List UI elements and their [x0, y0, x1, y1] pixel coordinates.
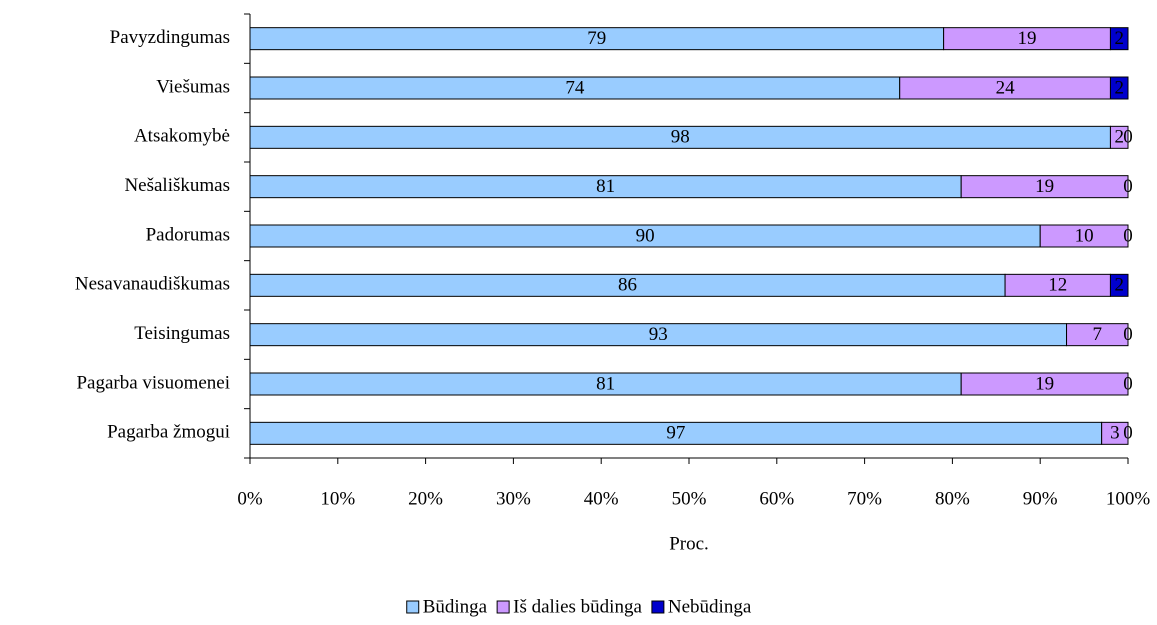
bar-segment: [1109, 27, 1129, 51]
x-tick-label: 80%: [935, 488, 970, 509]
y-tick-label: Atsakomybė: [134, 126, 230, 147]
bar-segment: [1101, 421, 1129, 445]
x-axis-label: Proc.: [669, 533, 709, 554]
x-tick-label: 90%: [1023, 488, 1058, 509]
data-label: 86: [618, 275, 637, 296]
legend-label: Iš dalies būdinga: [513, 596, 642, 617]
y-tick-label: Padorumas: [146, 224, 230, 245]
bar-segment: [1066, 323, 1129, 347]
data-label: 90: [636, 225, 655, 246]
data-label: 2: [1114, 77, 1124, 98]
bar-segment: [1109, 273, 1129, 297]
data-label: 81: [596, 373, 615, 394]
data-label: 19: [1035, 373, 1054, 394]
data-label: 0: [1123, 324, 1133, 345]
x-tick-label: 70%: [847, 488, 882, 509]
data-label: 2: [1114, 127, 1124, 148]
x-tick-label: 100%: [1106, 488, 1151, 509]
data-label: 74: [565, 77, 585, 98]
x-tick-label: 60%: [759, 488, 794, 509]
y-tick-label: Viešumas: [156, 76, 230, 97]
bar-segment: [1109, 125, 1129, 149]
data-label: 2: [1114, 28, 1124, 49]
data-label: 81: [596, 176, 615, 197]
data-label: 3: [1110, 423, 1120, 444]
y-tick-label: Teisingumas: [134, 323, 230, 344]
y-tick-label: Pavyzdingumas: [110, 27, 230, 48]
x-tick-label: 40%: [584, 488, 619, 509]
data-label: 98: [671, 127, 690, 148]
data-label: 10: [1075, 225, 1094, 246]
y-tick-label: Pagarba žmogui: [107, 422, 230, 443]
data-label: 7: [1093, 324, 1103, 345]
data-label: 93: [649, 324, 668, 345]
data-label: 0: [1123, 225, 1133, 246]
legend-label: Būdinga: [423, 596, 488, 617]
data-label: 79: [587, 28, 606, 49]
x-tick-label: 30%: [496, 488, 531, 509]
y-tick-label: Pagarba visuomenei: [76, 372, 230, 393]
data-label: 19: [1018, 28, 1037, 49]
x-tick-label: 50%: [672, 488, 707, 509]
data-label: 0: [1123, 373, 1133, 394]
x-tick-label: 20%: [408, 488, 443, 509]
bar-segment: [1039, 224, 1129, 248]
data-label: 19: [1035, 176, 1054, 197]
bar-segment: [960, 175, 1129, 199]
data-label: 0: [1123, 176, 1133, 197]
data-label: 0: [1123, 127, 1133, 148]
legend-swatch: [496, 600, 510, 614]
x-tick-label: 0%: [237, 488, 263, 509]
bar-segment: [1109, 76, 1129, 100]
x-tick-label: 10%: [320, 488, 355, 509]
legend-swatch: [651, 600, 665, 614]
data-label: 24: [996, 77, 1016, 98]
data-label: 0: [1123, 423, 1133, 444]
data-label: 97: [666, 423, 685, 444]
data-label: 2: [1114, 275, 1124, 296]
legend-swatch: [406, 600, 420, 614]
bar-segment: [960, 372, 1129, 396]
y-tick-label: Nesavanaudiškumas: [75, 274, 230, 295]
data-label: 12: [1048, 275, 1067, 296]
y-tick-label: Nešališkumas: [124, 175, 230, 196]
legend-label: Nebūdinga: [668, 596, 752, 617]
